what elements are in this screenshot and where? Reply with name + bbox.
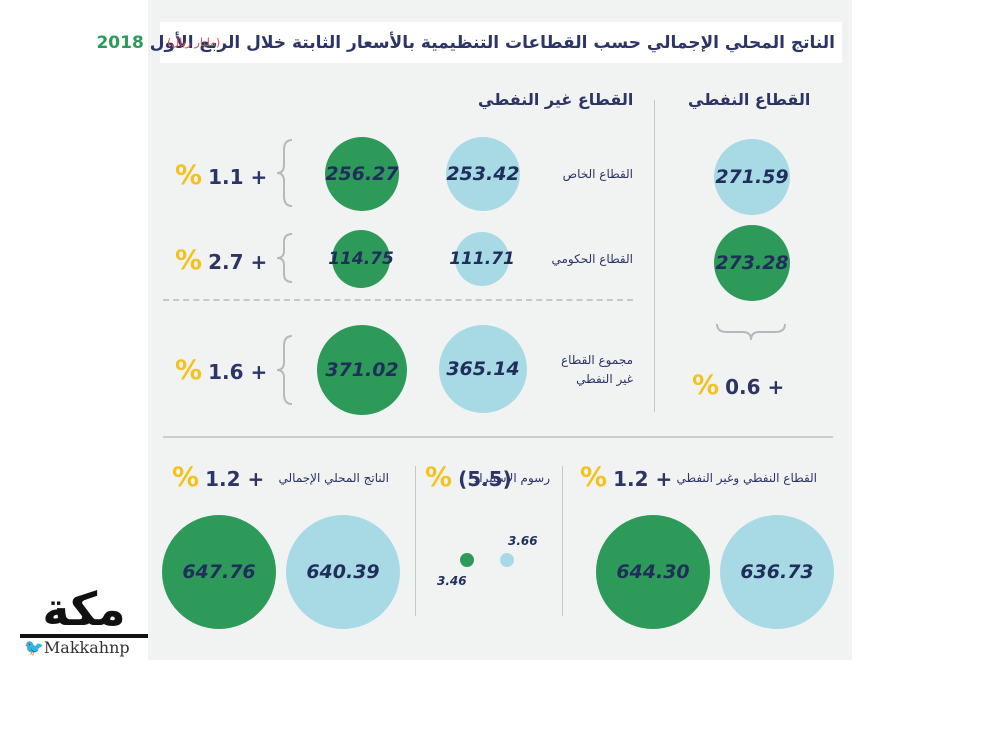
gov-sector-label: القطاع الحكومي — [551, 252, 633, 266]
twitter-bird-icon: 🐦 — [24, 638, 44, 657]
percent-icon: % — [172, 462, 200, 493]
gov-blue-bubble: 111.71 — [449, 232, 515, 286]
divider-horizontal — [163, 436, 833, 438]
oil-blue-bubble: 271.59 — [714, 139, 790, 215]
twitter-handle[interactable]: 🐦Makkahnp — [24, 638, 130, 657]
private-green-bubble: 256.27 — [325, 137, 399, 211]
percent-icon: % — [175, 355, 203, 386]
percent-icon: % — [175, 160, 203, 191]
title-year: 2018 — [96, 33, 144, 53]
divider-vertical-bottom-left — [415, 466, 416, 616]
non-oil-header: القطاع غير النفطي — [478, 90, 634, 109]
unit-label: (مليار ريال) — [167, 36, 221, 49]
private-sector-label: القطاع الخاص — [562, 167, 633, 181]
oil-change: % 0.6 + — [692, 370, 785, 401]
import-duties-label: رسوم الاستيراد — [473, 471, 550, 485]
total-non-oil-brace — [276, 335, 293, 405]
oil-nonoil-blue-bubble: 636.73 — [720, 515, 834, 629]
percent-icon: % — [425, 462, 453, 493]
oil-nonoil-label: القطاع النفطي وغير النفطي — [676, 471, 817, 485]
divider-vertical-top — [654, 100, 655, 412]
gdp-label: الناتج المحلي الإجمالي — [278, 471, 389, 485]
logo-underline — [20, 634, 148, 638]
divider-vertical-bottom-right — [562, 466, 563, 616]
oil-nonoil-change: % 1.2 + — [580, 462, 673, 493]
makkah-logo: مكة — [42, 582, 126, 636]
gov-green-bubble: 114.75 — [328, 230, 394, 288]
total-non-oil-label: مجموع القطاع غير النفطي — [560, 353, 633, 386]
gdp-change: % 1.2 + — [172, 462, 265, 493]
percent-icon: % — [692, 370, 720, 401]
import-green-bubble — [460, 553, 474, 567]
gdp-green-bubble: 647.76 — [162, 515, 276, 629]
import-blue-value: 3.66 — [508, 534, 538, 548]
gdp-blue-bubble: 640.39 — [286, 515, 400, 629]
oil-brace — [716, 323, 786, 341]
title-bar — [160, 22, 842, 63]
total-non-oil-green-bubble: 371.02 — [317, 325, 407, 415]
private-blue-bubble: 253.42 — [446, 137, 520, 211]
gov-brace — [276, 233, 293, 283]
percent-icon: % — [175, 245, 203, 276]
percent-icon: % — [580, 462, 608, 493]
private-brace — [276, 139, 293, 207]
dashed-divider — [163, 299, 633, 301]
import-duties-change: % (5.5) — [425, 462, 512, 493]
oil-nonoil-green-bubble: 644.30 — [596, 515, 710, 629]
page-title: الناتج المحلي الإجمالي حسب القطاعات التن… — [96, 33, 835, 53]
gov-change: % 2.7 + — [175, 245, 268, 276]
total-non-oil-change: % 1.6 + — [175, 355, 268, 386]
total-non-oil-blue-bubble: 365.14 — [439, 325, 527, 413]
oil-header: القطاع النفطي — [688, 90, 811, 109]
private-change: % 1.1 + — [175, 160, 268, 191]
oil-green-bubble: 273.28 — [714, 225, 790, 301]
import-green-value: 3.46 — [437, 574, 467, 588]
import-blue-bubble — [500, 553, 514, 567]
